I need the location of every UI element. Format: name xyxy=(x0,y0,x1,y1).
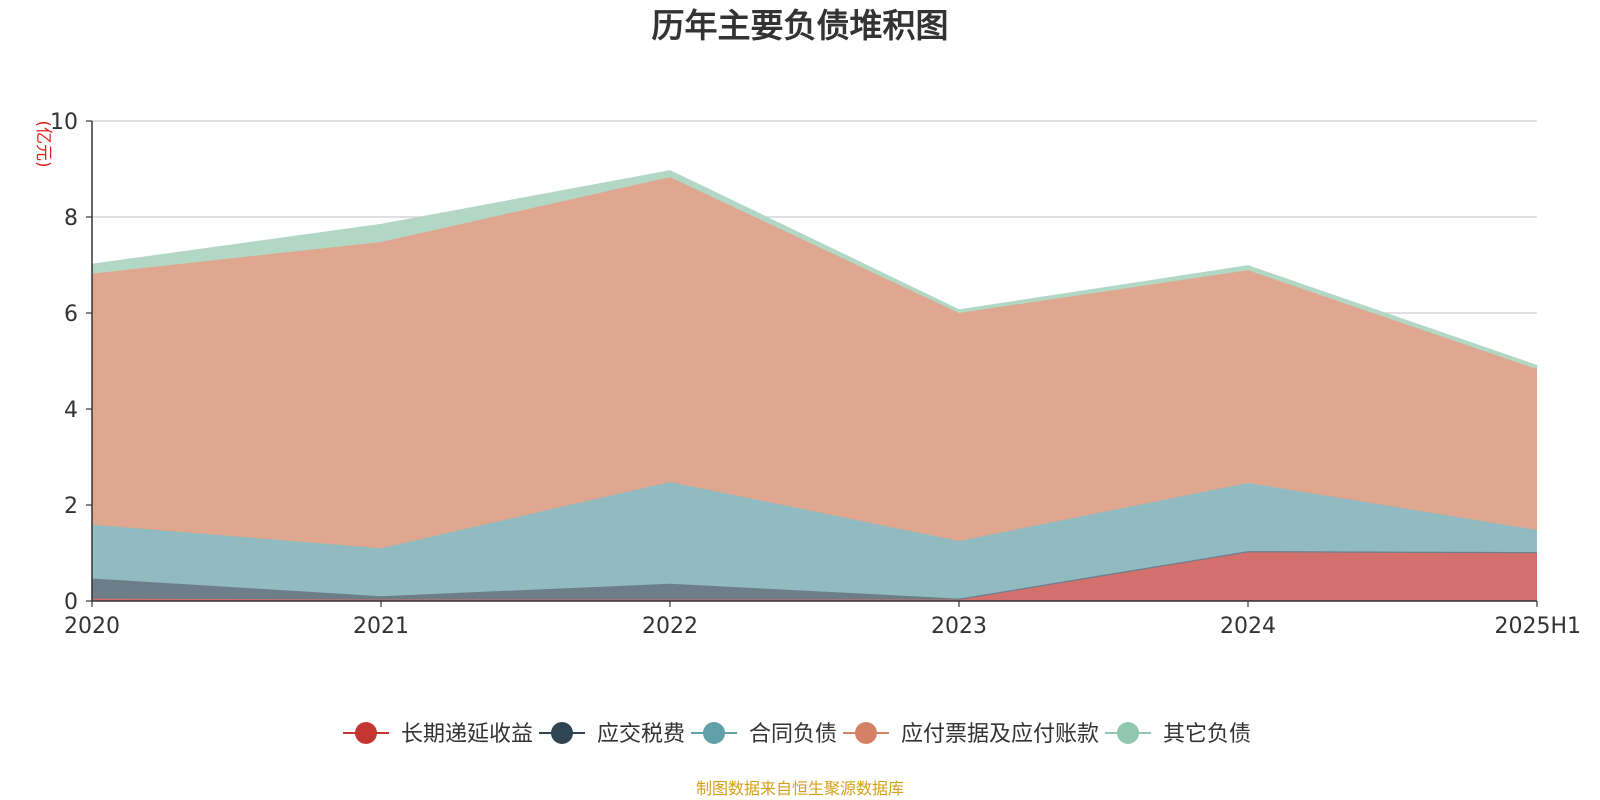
legend-item-4[interactable]: 其它负债 xyxy=(1105,722,1251,747)
y-axis-unit: (亿元) xyxy=(33,120,53,167)
x-tick-label: 2021 xyxy=(353,614,409,639)
y-tick-label: 8 xyxy=(64,206,78,231)
legend-item-2[interactable]: 合同负债 xyxy=(691,722,837,747)
legend-label: 其它负债 xyxy=(1163,722,1251,747)
y-tick-label: 10 xyxy=(50,110,78,135)
area-series-2 xyxy=(92,481,1537,599)
data-source-note: 制图数据来自恒生聚源数据库 xyxy=(696,779,904,798)
legend-marker-icon xyxy=(703,722,725,744)
legend[interactable]: 长期递延收益 应交税费 合同负债 应付票据及应付账款 其它负债 xyxy=(343,722,1251,747)
legend-marker-icon xyxy=(355,722,377,744)
legend-marker-icon xyxy=(855,722,877,744)
y-tick-label: 2 xyxy=(64,494,78,519)
legend-label: 长期递延收益 xyxy=(401,722,533,747)
y-tick-label: 6 xyxy=(64,302,78,327)
x-tick-label: 2024 xyxy=(1220,614,1276,639)
legend-label: 应付票据及应付账款 xyxy=(901,722,1099,747)
legend-item-3[interactable]: 应付票据及应付账款 xyxy=(843,722,1099,747)
x-tick-label: 2023 xyxy=(931,614,987,639)
legend-item-0[interactable]: 长期递延收益 xyxy=(343,722,533,747)
legend-label: 合同负债 xyxy=(749,722,837,747)
area-series xyxy=(91,170,1538,601)
series-line-4 xyxy=(91,170,1538,368)
legend-label: 应交税费 xyxy=(597,722,685,747)
axes: 0 2 4 6 8 10 2020 2021 2022 2023 2024 2025H1 xyxy=(50,110,1581,639)
chart-title: 历年主要负债堆积图 xyxy=(652,6,949,45)
x-tick-label: 2020 xyxy=(64,614,120,639)
area-series-3 xyxy=(92,177,1537,549)
x-tick-label: 2025H1 xyxy=(1494,614,1581,639)
legend-marker-icon xyxy=(551,722,573,744)
legend-item-1[interactable]: 应交税费 xyxy=(539,722,685,747)
x-tick-label: 2022 xyxy=(642,614,698,639)
y-tick-label: 4 xyxy=(64,398,78,423)
area-series-4 xyxy=(92,171,1537,370)
legend-marker-icon xyxy=(1117,722,1139,744)
y-tick-label: 0 xyxy=(64,590,78,615)
